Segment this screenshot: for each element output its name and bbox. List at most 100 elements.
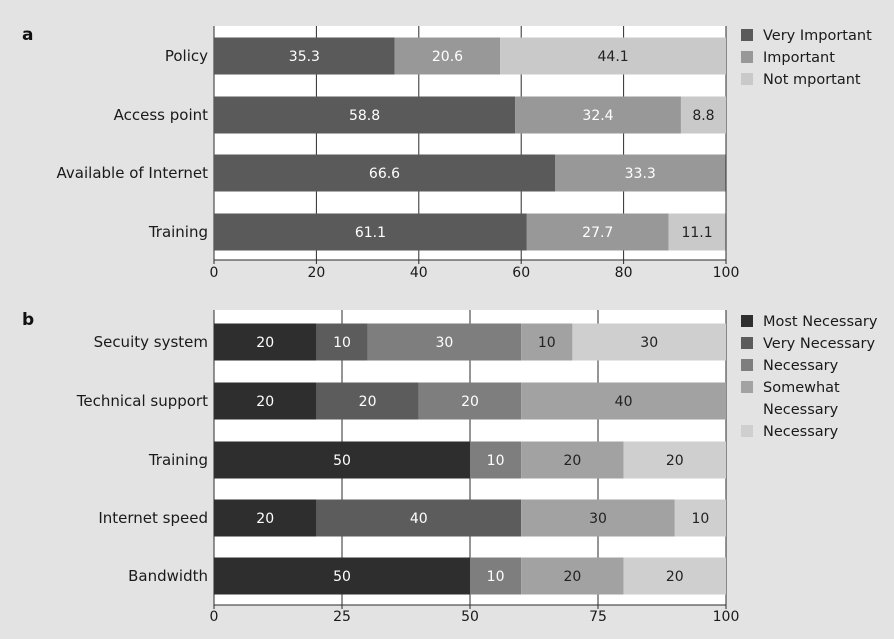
bar-segment-technical-support-necessary — [418, 382, 522, 420]
bar-segment-secuity-system-very-necessary — [316, 323, 368, 361]
data-label: 27.7 — [582, 225, 613, 241]
data-label: 40 — [410, 511, 428, 527]
category-label-bandwidth: Bandwidth — [128, 567, 208, 585]
legend-label-somewhat-necessary: Somewhat — [763, 380, 840, 396]
bar-segment-policy-very-important — [214, 37, 395, 75]
x-tick-label: 100 — [713, 609, 740, 625]
x-tick-label: 20 — [307, 265, 325, 281]
legend-swatch-necessary — [741, 359, 753, 371]
data-label: 50 — [333, 569, 351, 585]
data-label: 11.1 — [681, 225, 712, 241]
data-label: 20 — [666, 453, 684, 469]
bar-segment-internet-speed-most-necessary — [214, 499, 317, 537]
x-tick-label: 0 — [210, 609, 219, 625]
legend-label-not-mportant: Not mportant — [763, 72, 861, 88]
data-label: 20 — [256, 511, 274, 527]
chart-panel-a: 35.3 20.6 44.1 Policy 58.8 32.4 8.8 Access poin… — [22, 25, 872, 281]
x-tick-label: 75 — [589, 609, 607, 625]
bar-segment-bandwidth-somewhat-necessary — [521, 557, 624, 595]
bar-segment-secuity-system-somewhat-necessary — [521, 323, 573, 361]
data-label: 44.1 — [598, 49, 629, 65]
data-label: 10 — [538, 335, 556, 351]
data-label: 30 — [435, 335, 453, 351]
data-label: 20 — [359, 394, 377, 410]
category-label-internet-speed: Internet speed — [98, 509, 208, 527]
legend-swatch-necessary — [741, 425, 753, 437]
bar-segment-training-very-important — [214, 213, 527, 251]
category-label-access-point: Access point — [114, 106, 208, 124]
bar-segment-secuity-system-most-necessary — [214, 323, 317, 361]
bar-segment-technical-support-somewhat-necessary — [521, 382, 726, 420]
bar-segment-available-of-internet-very-important — [214, 154, 555, 192]
bar-segment-training-necessary — [623, 441, 726, 479]
legend-swatch-somewhat-necessary — [741, 381, 753, 393]
data-label: 20 — [563, 453, 581, 469]
legend-label-most-necessary: Most Necessary — [763, 314, 878, 330]
legend-label-somewhat-necessary: Necessary — [763, 402, 839, 418]
legend-label-very-important: Very Important — [763, 28, 872, 44]
bar-segment-bandwidth-most-necessary — [214, 557, 470, 595]
data-label: 20 — [256, 394, 274, 410]
data-label: 40 — [615, 394, 633, 410]
x-tick-label: 60 — [512, 265, 530, 281]
data-label: 10 — [691, 511, 709, 527]
data-label: 61.1 — [355, 225, 386, 241]
panel-letter-b: b — [22, 310, 34, 330]
x-tick-label: 50 — [461, 609, 479, 625]
x-tick-label: 40 — [410, 265, 428, 281]
category-label-training: Training — [148, 451, 208, 469]
data-label: 20.6 — [432, 49, 463, 65]
category-label-training: Training — [148, 223, 208, 241]
bar-segment-access-point-not-mportant — [680, 96, 726, 134]
category-label-policy: Policy — [165, 47, 208, 65]
legend-label-necessary: Necessary — [763, 424, 839, 440]
legend-label-very-necessary: Very Necessary — [763, 336, 875, 352]
data-label: 20 — [563, 569, 581, 585]
category-label-available-of-internet: Available of Internet — [57, 164, 209, 182]
bar-segment-available-of-internet-important — [554, 154, 726, 192]
category-label-secuity-system: Secuity system — [94, 333, 208, 351]
bar-segment-internet-speed-very-necessary — [316, 499, 522, 537]
data-label: 35.3 — [289, 49, 320, 65]
bar-segment-policy-not-mportant — [500, 37, 726, 75]
bar-segment-internet-speed-necessary — [674, 499, 726, 537]
data-label: 50 — [333, 453, 351, 469]
bar-segment-technical-support-very-necessary — [316, 382, 419, 420]
data-label: 66.6 — [369, 166, 400, 182]
legend-swatch-important — [741, 51, 753, 63]
bar-segment-secuity-system-necessary — [572, 323, 726, 361]
legend-label-important: Important — [763, 50, 835, 66]
data-label: 20 — [666, 569, 684, 585]
x-tick-label: 25 — [333, 609, 351, 625]
bar-segment-secuity-system-necessary — [367, 323, 522, 361]
data-label: 32.4 — [582, 108, 613, 124]
bar-segment-internet-speed-somewhat-necessary — [521, 499, 675, 537]
x-tick-label: 0 — [210, 265, 219, 281]
data-label: 30 — [640, 335, 658, 351]
x-tick-label: 80 — [615, 265, 633, 281]
category-label-technical-support: Technical support — [76, 392, 208, 410]
chart-panel-b: 20 10 30 10 30 Secuity system 20 20 20 40 Technica… — [22, 310, 878, 625]
data-label: 10 — [487, 569, 505, 585]
legend-label-necessary: Necessary — [763, 358, 839, 374]
data-label: 10 — [487, 453, 505, 469]
data-label: 30 — [589, 511, 607, 527]
bar-segment-bandwidth-necessary — [623, 557, 726, 595]
bar-segment-training-most-necessary — [214, 441, 470, 479]
legend-swatch-most-necessary — [741, 315, 753, 327]
bar-segment-technical-support-most-necessary — [214, 382, 317, 420]
data-label: 58.8 — [349, 108, 380, 124]
bar-segment-training-important — [526, 213, 669, 251]
x-tick-label: 100 — [713, 265, 740, 281]
bar-segment-training-necessary — [470, 441, 522, 479]
bar-segment-training-somewhat-necessary — [521, 441, 624, 479]
panel-letter-a: a — [22, 25, 33, 45]
bar-segment-policy-important — [394, 37, 501, 75]
data-label: 33.3 — [625, 166, 656, 182]
data-label: 8.8 — [692, 108, 714, 124]
data-label: 20 — [256, 335, 274, 351]
legend-swatch-very-important — [741, 29, 753, 41]
bar-segment-access-point-very-important — [214, 96, 516, 134]
